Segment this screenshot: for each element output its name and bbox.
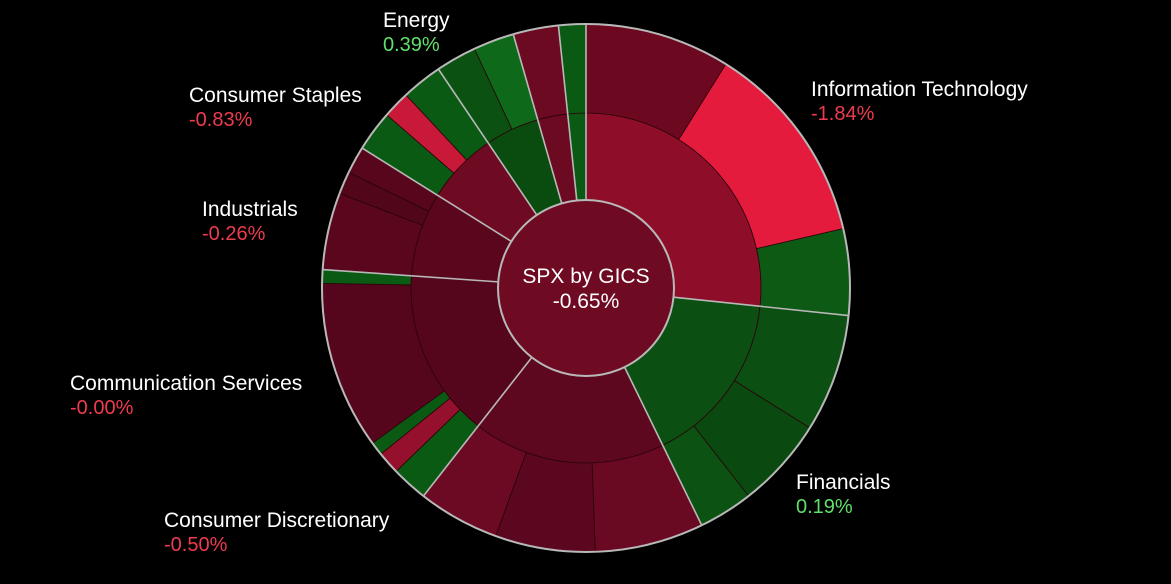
sector-value-financials: 0.19% (796, 496, 853, 518)
sector-boundary-energy (437, 68, 538, 216)
sector-label-information-technology: Information Technology (811, 78, 1028, 101)
sector-boundary-communication-services (422, 356, 533, 497)
sector-value-consumer-discretionary: -0.50% (164, 534, 228, 556)
sector-value-information-technology: -1.84% (811, 103, 875, 125)
sector-boundary-materials (512, 34, 563, 204)
sector-boundary-industrials (322, 268, 499, 283)
sector-label-industrials: Industrials (202, 198, 298, 221)
sector-value-industrials: -0.26% (202, 223, 266, 245)
sector-label-financials: Financials (796, 471, 891, 494)
sector-value-communication-services: -0.00% (70, 397, 134, 419)
sector-label-consumer-discretionary: Consumer Discretionary (164, 509, 390, 532)
center-disc[interactable] (497, 199, 675, 377)
sector-value-energy: 0.39% (383, 34, 440, 56)
center-title: SPX by GICS (522, 265, 649, 288)
center-value: -0.65% (553, 290, 620, 313)
sector-boundary-financials (673, 296, 849, 317)
sector-label-consumer-staples: Consumer Staples (189, 84, 362, 107)
sector-label-communication-services: Communication Services (70, 372, 302, 395)
sector-boundary-utilities (557, 25, 578, 201)
sector-label-energy: Energy (383, 9, 450, 32)
outer-ring-outline (321, 23, 851, 553)
sector-boundary-consumer-staples (361, 147, 512, 243)
sector-value-consumer-staples: -0.83% (189, 109, 253, 131)
sector-boundary-consumer-discretionary (623, 366, 703, 526)
